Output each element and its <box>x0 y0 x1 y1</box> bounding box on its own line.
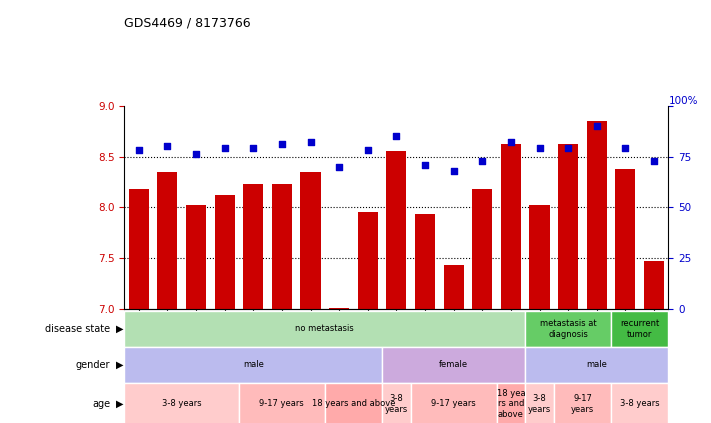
Bar <box>415 214 435 309</box>
Text: age: age <box>92 399 110 409</box>
Text: 9-17 years: 9-17 years <box>432 399 476 409</box>
Point <box>419 161 431 168</box>
Bar <box>272 184 292 309</box>
Point <box>591 123 602 129</box>
Text: recurrent
tumor: recurrent tumor <box>620 319 659 338</box>
Point <box>448 168 459 174</box>
Point <box>506 139 517 146</box>
Bar <box>501 144 521 309</box>
Point <box>276 141 287 148</box>
Point <box>648 157 660 164</box>
Bar <box>587 121 606 309</box>
Point <box>191 151 202 158</box>
Point <box>247 145 259 152</box>
Text: 3-8
years: 3-8 years <box>528 394 551 414</box>
Text: disease state: disease state <box>45 324 110 334</box>
Text: ▶: ▶ <box>116 360 124 370</box>
Bar <box>444 265 464 309</box>
Point <box>333 163 345 170</box>
Text: 100%: 100% <box>668 96 697 106</box>
Bar <box>472 189 492 309</box>
Point <box>161 143 173 150</box>
Text: 3-8 years: 3-8 years <box>162 399 201 409</box>
Bar <box>644 261 664 309</box>
Point <box>534 145 545 152</box>
Bar <box>215 195 235 309</box>
Text: 9-17 years: 9-17 years <box>260 399 304 409</box>
Text: ▶: ▶ <box>116 399 124 409</box>
Bar <box>157 172 177 309</box>
Text: 3-8
years: 3-8 years <box>385 394 408 414</box>
Bar <box>386 151 407 309</box>
Point <box>562 145 574 152</box>
Text: ▶: ▶ <box>116 324 124 334</box>
Text: no metastasis: no metastasis <box>296 324 354 333</box>
Bar <box>358 212 378 309</box>
Point <box>391 133 402 140</box>
Point <box>133 147 144 154</box>
Text: 18 years and above: 18 years and above <box>311 399 395 409</box>
Point <box>362 147 373 154</box>
Point <box>620 145 631 152</box>
Text: GDS4469 / 8173766: GDS4469 / 8173766 <box>124 16 251 30</box>
Bar <box>186 205 206 309</box>
Text: metastasis at
diagnosis: metastasis at diagnosis <box>540 319 597 338</box>
Text: female: female <box>439 360 469 369</box>
Text: male: male <box>243 360 264 369</box>
Bar <box>301 172 321 309</box>
Text: gender: gender <box>75 360 110 370</box>
Text: 9-17
years: 9-17 years <box>571 394 594 414</box>
Bar <box>558 144 578 309</box>
Bar <box>329 308 349 309</box>
Bar <box>616 169 636 309</box>
Bar <box>530 205 550 309</box>
Text: male: male <box>587 360 607 369</box>
Text: 18 yea
rs and
above: 18 yea rs and above <box>496 389 525 419</box>
Text: 3-8 years: 3-8 years <box>620 399 660 409</box>
Bar <box>243 184 263 309</box>
Bar <box>129 189 149 309</box>
Point <box>305 139 316 146</box>
Point <box>476 157 488 164</box>
Point <box>219 145 230 152</box>
